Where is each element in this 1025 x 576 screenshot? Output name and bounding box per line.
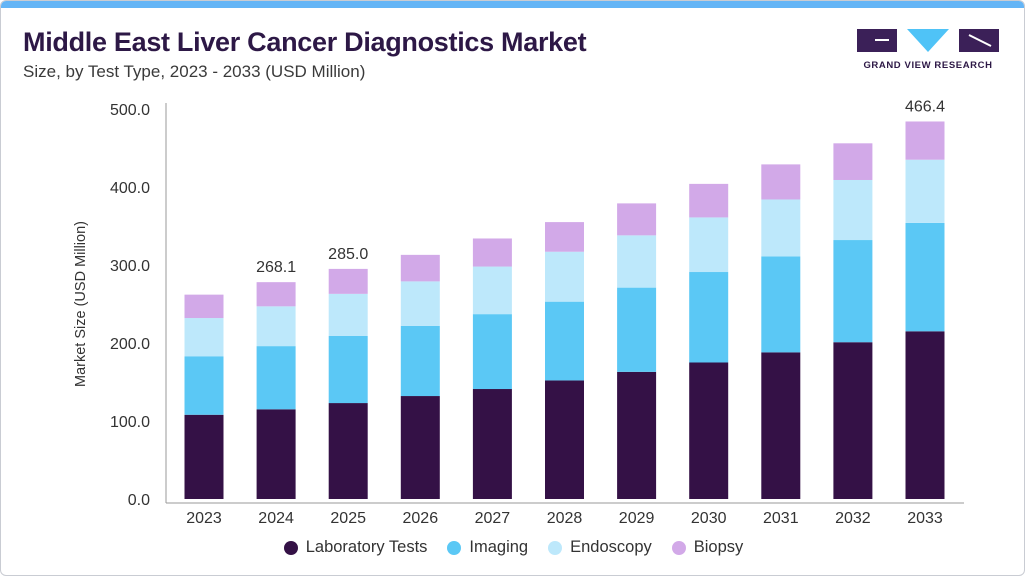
legend-item-biopsy: Biopsy [671,538,744,557]
bar-segment-imaging-2024 [256,346,296,410]
x-tick-label-2030: 2030 [691,510,727,527]
data-label-2024: 268.1 [256,259,296,276]
x-tick-label-2023: 2023 [186,510,222,527]
bar-segment-laboratory-tests-2031 [761,352,801,499]
legend-item-endoscopy: Endoscopy [548,538,652,557]
bar-segment-laboratory-tests-2029 [617,371,657,499]
bar-segment-endoscopy-2028 [545,251,584,302]
bar-segment-biopsy-2033 [905,121,945,160]
legend-swatch-endoscopy [548,540,563,555]
bar-segment-imaging-2023 [184,356,224,415]
bar-segment-endoscopy-2025 [328,293,368,336]
bar-segment-endoscopy-2024 [256,306,296,347]
bar-segment-biopsy-2031 [761,164,801,200]
bar-segment-biopsy-2029 [617,203,657,236]
x-tick-label-2027: 2027 [475,510,511,527]
x-tick-label-2029: 2029 [619,510,655,527]
y-tick-label: 500.0 [110,102,150,119]
legend-item-imaging: Imaging [447,538,528,557]
bar-segment-endoscopy-2023 [184,318,224,357]
x-tick-label-2033: 2033 [907,510,943,527]
y-tick-label: 200.0 [110,336,150,353]
logo-block-v [907,29,949,52]
y-tick-label: 400.0 [110,180,150,197]
bar-segment-endoscopy-2026 [400,281,440,326]
chart-subtitle: Size, by Test Type, 2023 - 2033 (USD Mil… [23,62,366,81]
bar-segment-biopsy-2023 [184,294,224,319]
bar-segment-biopsy-2025 [328,268,368,294]
x-tick-label-2026: 2026 [403,510,439,527]
bar-segment-laboratory-tests-2030 [689,362,729,499]
y-tick-label: 100.0 [110,414,150,431]
x-tick-label-2025: 2025 [330,510,366,527]
legend-label-imaging: Imaging [469,538,529,556]
logo-text: GRAND VIEW RESEARCH [863,60,993,71]
y-axis-title: Market Size (USD Million) [73,221,89,387]
x-tick-label-2028: 2028 [547,510,583,527]
bar-segment-biopsy-2032 [833,143,873,180]
bar-segment-laboratory-tests-2033 [905,331,945,499]
legend-label-endoscopy: Endoscopy [570,538,652,556]
bar-segment-biopsy-2027 [472,238,512,267]
bar-segment-endoscopy-2032 [833,179,873,241]
bar-segment-biopsy-2030 [689,183,729,218]
bar-segment-laboratory-tests-2032 [833,342,873,499]
bar-segment-imaging-2028 [545,301,584,381]
chart-title: Middle East Liver Cancer Diagnostics Mar… [23,27,587,57]
bar-segment-imaging-2027 [472,314,512,390]
data-label-2025: 285.0 [328,246,368,263]
legend-label-biopsy: Biopsy [693,538,744,556]
bar-segment-laboratory-tests-2024 [256,409,296,499]
chart-legend: Laboratory Tests Imaging Endoscopy Biops… [1,538,1024,557]
bar-segment-imaging-2025 [328,335,368,404]
bar-segment-biopsy-2026 [400,254,440,282]
bar-segment-imaging-2031 [761,256,801,353]
bar-segment-laboratory-tests-2026 [400,396,440,499]
bar-segment-imaging-2032 [833,240,873,343]
bar-segment-imaging-2033 [905,222,945,332]
y-tick-label: 0.0 [128,492,150,509]
bar-segment-laboratory-tests-2028 [545,380,584,499]
bar-segment-imaging-2029 [617,287,657,372]
legend-swatch-imaging [447,540,462,555]
legend-swatch-biopsy [671,540,686,555]
bar-segment-laboratory-tests-2027 [472,389,512,499]
bar-segment-laboratory-tests-2025 [328,403,368,499]
x-tick-label-2031: 2031 [763,510,799,527]
bar-segment-endoscopy-2031 [761,199,801,257]
bar-segment-biopsy-2028 [545,222,584,252]
y-tick-label: 300.0 [110,258,150,275]
bar-segment-endoscopy-2033 [905,159,945,223]
legend-swatch-laboratory-tests [283,540,298,555]
grand-view-research-logo [857,29,999,52]
bar-segment-imaging-2026 [400,325,440,397]
legend-item-laboratory-tests: Laboratory Tests [283,538,428,557]
bar-segment-laboratory-tests-2023 [184,414,224,499]
bar-segment-endoscopy-2030 [689,217,729,273]
legend-label-laboratory-tests: Laboratory Tests [305,538,428,556]
bar-segment-endoscopy-2027 [472,266,512,315]
bar-segment-imaging-2030 [689,272,729,363]
top-accent-bar [1,1,1024,8]
bar-segment-biopsy-2024 [256,282,296,307]
x-tick-label-2032: 2032 [835,510,871,527]
x-tick-label-2024: 2024 [258,510,294,527]
data-label-2033: 466.4 [905,98,945,115]
bar-segment-endoscopy-2029 [617,235,657,288]
